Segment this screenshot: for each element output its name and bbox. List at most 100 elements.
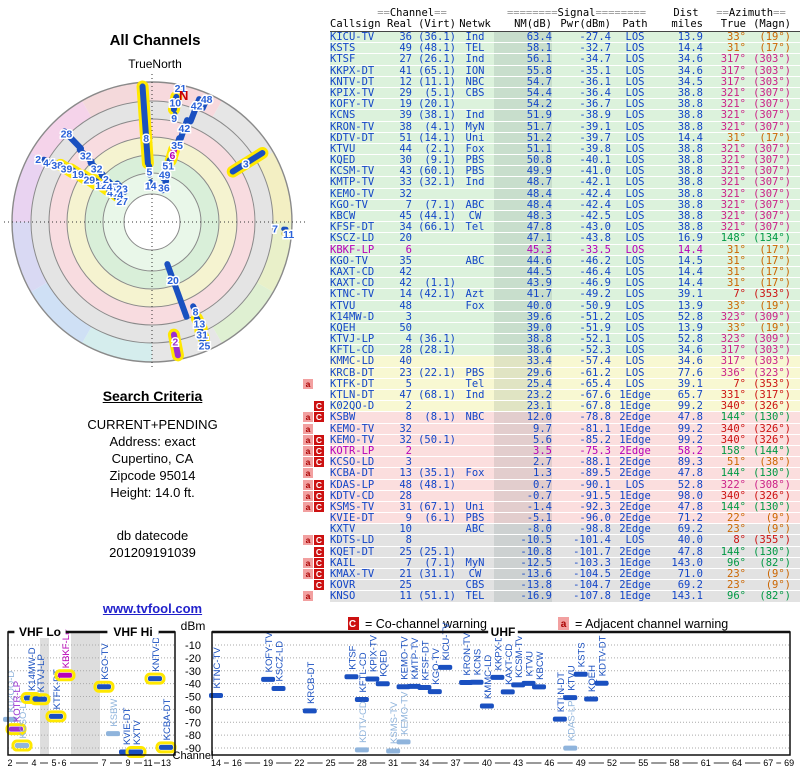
callsign-cell[interactable]: KTFK-DT xyxy=(330,377,375,390)
true-azimuth-cell: 148° xyxy=(720,232,746,245)
callsign-cell[interactable]: KTVU xyxy=(330,299,356,312)
callsign-cell[interactable]: KTVU xyxy=(330,142,356,155)
adjacent-channel-warning-icon: a xyxy=(303,457,313,468)
magnetic-azimuth-cell: (308°) xyxy=(753,478,791,491)
callsign-cell[interactable]: KDTV-CD xyxy=(330,489,375,502)
path-cell: 1Edge xyxy=(619,590,651,603)
criteria-height: Height: 14.0 ft. xyxy=(110,485,195,500)
callsign-cell[interactable]: KNSO xyxy=(330,590,356,603)
power-dbm-cell: -90.1 xyxy=(579,478,611,491)
magnetic-azimuth-cell: (326°) xyxy=(753,400,791,413)
callsign-cell[interactable]: KDTS-LD xyxy=(330,534,375,547)
real-channel-cell: 2 xyxy=(405,400,412,413)
true-azimuth-cell: 31° xyxy=(727,42,746,55)
callsign-cell[interactable]: KBCW xyxy=(330,210,356,222)
radar-bar-label: 3 xyxy=(243,158,249,170)
callsign-cell[interactable]: KRCB-DT xyxy=(330,366,375,379)
callsign-cell[interactable]: KICU-TV xyxy=(330,31,375,43)
tvfool-link[interactable]: www.tvfool.com xyxy=(102,601,203,616)
callsign-cell[interactable]: KPIX-TV xyxy=(330,86,375,99)
callsign-cell[interactable]: KBKF-LP xyxy=(330,243,375,256)
nm-db-cell: -16.9 xyxy=(494,591,552,602)
callsign-cell[interactable]: KKPX-DT xyxy=(330,64,375,77)
callsign-cell[interactable]: KMAX-TV xyxy=(330,568,375,580)
callsign-cell[interactable]: KQEH xyxy=(330,321,356,334)
criteria-zipcode: Zipcode 95014 xyxy=(109,468,196,483)
network-cell: CBS xyxy=(465,579,485,592)
callsign-cell[interactable]: KSMS-TV xyxy=(330,500,375,513)
network-cell: NBC xyxy=(465,75,485,88)
callsign-cell[interactable]: KTNC-TV xyxy=(330,288,375,301)
distance-cell: 34.6 xyxy=(677,355,703,368)
callsign-cell[interactable]: KTVJ-LP xyxy=(330,333,375,346)
callsign-cell[interactable]: KMTP-TV xyxy=(330,176,375,189)
signal-bar-label: KSBW xyxy=(109,699,120,727)
callsign-cell[interactable]: KFTL-CD xyxy=(330,344,375,357)
callsign-cell[interactable]: KMMC-LD xyxy=(330,355,375,368)
magnetic-azimuth-cell: (9°) xyxy=(765,523,791,536)
callsign-cell[interactable]: KCSM-TV xyxy=(330,165,375,178)
callsign-cell[interactable]: KEMO-TV xyxy=(330,422,375,435)
callsign-cell[interactable]: KRON-TV xyxy=(330,120,375,133)
callsign-cell[interactable]: KGO-TV xyxy=(330,198,368,211)
signal-bar-label: KTVU xyxy=(525,651,536,676)
x-axis-tick-label: 28 xyxy=(357,758,367,768)
path-cell: 1Edge xyxy=(619,389,651,401)
real-channel-cell: 40 xyxy=(399,355,412,368)
callsign-cell[interactable]: KAXT-CD xyxy=(330,265,375,278)
callsign-cell[interactable]: KOFY-TV xyxy=(330,98,375,111)
magnetic-azimuth-cell: (303°) xyxy=(753,355,791,368)
callsign-cell[interactable]: KQET-DT xyxy=(330,545,375,558)
callsign-cell[interactable]: KOVR xyxy=(330,579,356,592)
power-dbm-cell: -36.7 xyxy=(579,98,611,111)
callsign-cell[interactable]: KCBA-DT xyxy=(330,467,375,480)
table-row: C K02QO-D 2 23.1 -67.8 1Edge 99.2 340° (326°) xyxy=(314,400,800,413)
callsign-cell[interactable]: KAXT-CD xyxy=(330,277,375,290)
nm-db-cell: 48.4 xyxy=(494,199,552,210)
callsign-cell[interactable]: KDTV-DT xyxy=(330,131,375,144)
path-cell: LOS xyxy=(625,232,645,245)
callsign-cell[interactable]: KCNS xyxy=(330,109,356,122)
network-cell: ABC xyxy=(465,254,485,267)
signal-bar-label: KCSO-LD xyxy=(18,696,29,738)
callsign-cell[interactable]: KTSF xyxy=(330,53,356,66)
true-azimuth-cell: 321° xyxy=(720,221,746,234)
callsign-cell[interactable]: KSTS xyxy=(330,42,356,55)
radar-bar xyxy=(281,229,291,239)
signal-bar-label: KTNC-TV xyxy=(212,647,223,689)
table-row: KTLN-DT 47 (68.1) Ind 23.2 -67.6 1Edge 65.7 331°… xyxy=(330,389,800,402)
callsign-cell[interactable]: KEMO-TV xyxy=(330,433,375,446)
radar-bar xyxy=(170,93,180,113)
virtual-channel-cell: (36.1) xyxy=(418,31,456,43)
distance-cell: 13.9 xyxy=(677,31,703,43)
callsign-cell[interactable]: KDAS-LP xyxy=(330,478,375,491)
callsign-cell[interactable]: KQED xyxy=(330,154,356,167)
magnetic-azimuth-cell: (134°) xyxy=(753,232,791,245)
nm-db-cell: 41.7 xyxy=(494,289,552,300)
criteria-address-type: Address: exact xyxy=(109,434,196,449)
callsign-cell[interactable]: K14MW-D xyxy=(330,310,375,323)
callsign-cell[interactable]: KCSO-LD xyxy=(330,456,375,469)
callsign-cell[interactable]: KFSF-DT xyxy=(330,221,375,234)
callsign-cell[interactable]: KAIL xyxy=(330,556,356,569)
x-axis-tick-label: 4 xyxy=(31,758,36,768)
callsign-cell[interactable]: KXTV xyxy=(330,523,356,536)
callsign-cell[interactable]: KTLN-DT xyxy=(330,389,375,401)
magnetic-azimuth-cell: (303°) xyxy=(753,53,791,66)
callsign-cell[interactable]: KNTV-DT xyxy=(330,75,375,88)
callsign-cell[interactable]: KVIE-DT xyxy=(330,512,375,525)
callsign-cell[interactable]: KOTR-LP xyxy=(330,444,375,457)
callsign-cell[interactable]: KSBW xyxy=(330,411,356,424)
radar-bar xyxy=(197,327,207,342)
callsign-cell[interactable]: KGO-TV xyxy=(330,254,368,267)
callsign-cell[interactable]: K02QO-D xyxy=(330,400,375,413)
criteria-city: Cupertino, CA xyxy=(111,451,194,466)
radar-bar xyxy=(199,337,209,351)
signal-bar-label: KSMS-TV xyxy=(389,701,400,744)
true-azimuth-cell: 322° xyxy=(720,478,746,491)
radar-bar xyxy=(171,111,178,122)
radar-bar-label: 2 xyxy=(35,154,41,166)
callsign-cell[interactable]: KEMO-TV xyxy=(330,187,375,200)
db-datecode: db datecode 201209191039 xyxy=(109,528,196,560)
callsign-cell[interactable]: KSCZ-LD xyxy=(330,232,375,245)
